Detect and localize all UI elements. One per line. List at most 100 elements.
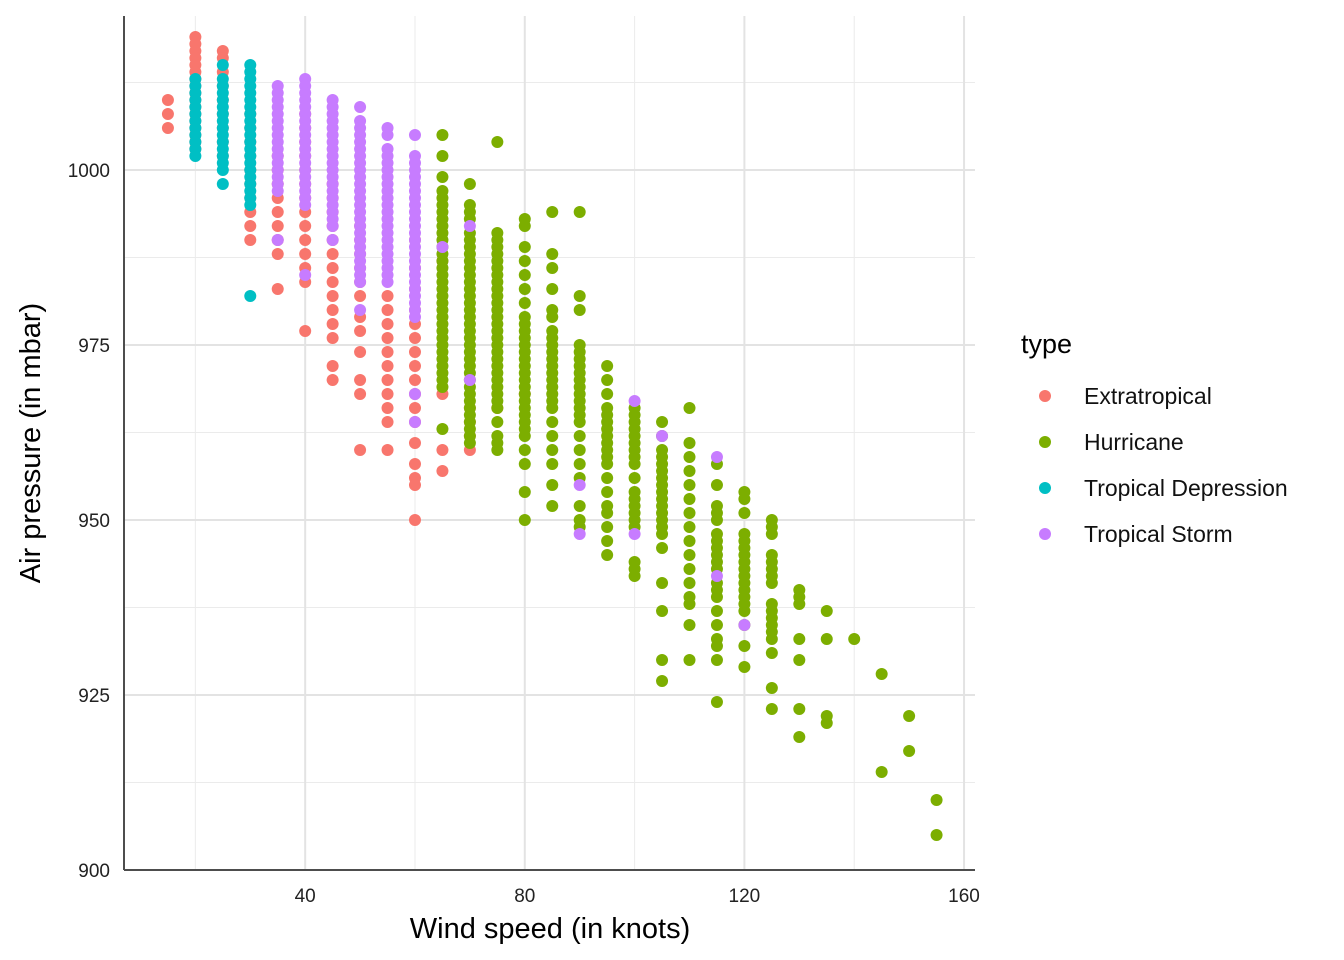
- legend-title: type: [1021, 329, 1072, 359]
- point-hurricane: [491, 444, 504, 456]
- legend-label-tropical-depression: Tropical Depression: [1084, 475, 1288, 501]
- point-hurricane: [436, 381, 449, 393]
- point-tropical-depression: [244, 290, 257, 302]
- point-hurricane: [683, 654, 696, 666]
- point-hurricane: [463, 437, 476, 449]
- legend-key-extratropical: [1039, 390, 1051, 402]
- point-hurricane: [820, 633, 833, 645]
- point-hurricane: [793, 654, 806, 666]
- point-hurricane: [573, 500, 586, 512]
- legend-key-tropical-depression: [1039, 482, 1051, 494]
- point-tropical-storm: [573, 479, 586, 491]
- point-extratropical: [408, 458, 421, 470]
- point-hurricane: [875, 766, 888, 778]
- point-hurricane: [710, 640, 723, 652]
- point-tropical-storm: [381, 129, 394, 141]
- x-tick-label: 80: [514, 886, 535, 907]
- point-hurricane: [518, 458, 531, 470]
- point-tropical-storm: [408, 416, 421, 428]
- point-tropical-storm: [271, 234, 284, 246]
- point-hurricane: [436, 171, 449, 183]
- point-hurricane: [738, 661, 751, 673]
- point-hurricane: [656, 528, 669, 540]
- point-tropical-storm: [299, 199, 312, 211]
- point-extratropical: [408, 479, 421, 491]
- y-tick-label: 950: [78, 511, 110, 532]
- point-hurricane: [436, 423, 449, 435]
- point-hurricane: [518, 283, 531, 295]
- point-extratropical: [244, 234, 257, 246]
- point-extratropical: [299, 220, 312, 232]
- point-hurricane: [546, 458, 559, 470]
- point-extratropical: [354, 325, 367, 337]
- point-extratropical: [381, 346, 394, 358]
- point-hurricane: [601, 521, 614, 533]
- point-extratropical: [381, 444, 394, 456]
- point-hurricane: [738, 507, 751, 519]
- point-tropical-storm: [354, 101, 367, 113]
- point-hurricane: [518, 297, 531, 309]
- point-extratropical: [271, 283, 284, 295]
- point-hurricane: [930, 794, 943, 806]
- point-hurricane: [546, 206, 559, 218]
- x-tick-label: 120: [729, 886, 761, 907]
- point-tropical-storm: [408, 129, 421, 141]
- point-hurricane: [656, 542, 669, 554]
- point-hurricane: [463, 178, 476, 190]
- point-tropical-storm: [326, 220, 339, 232]
- point-hurricane: [683, 535, 696, 547]
- point-tropical-depression: [216, 164, 229, 176]
- point-hurricane: [848, 633, 861, 645]
- point-hurricane: [601, 486, 614, 498]
- point-extratropical: [408, 402, 421, 414]
- point-hurricane: [656, 675, 669, 687]
- point-tropical-depression: [216, 178, 229, 190]
- point-hurricane: [436, 129, 449, 141]
- point-tropical-storm: [463, 374, 476, 386]
- point-tropical-storm: [656, 430, 669, 442]
- x-axis-title: Wind speed (in knots): [410, 913, 690, 945]
- point-extratropical: [299, 234, 312, 246]
- y-axis-title: Air pressure (in mbar): [15, 303, 47, 583]
- point-extratropical: [381, 360, 394, 372]
- point-hurricane: [710, 514, 723, 526]
- point-tropical-storm: [628, 395, 641, 407]
- y-tick-label: 925: [78, 686, 110, 707]
- point-hurricane: [573, 444, 586, 456]
- point-hurricane: [683, 598, 696, 610]
- point-hurricane: [573, 206, 586, 218]
- point-extratropical: [271, 220, 284, 232]
- point-hurricane: [765, 682, 778, 694]
- point-extratropical: [326, 374, 339, 386]
- point-hurricane: [628, 458, 641, 470]
- point-extratropical: [161, 94, 174, 106]
- point-hurricane: [710, 654, 723, 666]
- point-extratropical: [161, 108, 174, 120]
- point-hurricane: [546, 248, 559, 260]
- point-hurricane: [628, 472, 641, 484]
- point-hurricane: [656, 577, 669, 589]
- data-points: [161, 31, 943, 841]
- point-extratropical: [354, 388, 367, 400]
- point-hurricane: [518, 220, 531, 232]
- point-extratropical: [408, 514, 421, 526]
- point-tropical-storm: [710, 451, 723, 463]
- point-hurricane: [683, 549, 696, 561]
- point-extratropical: [381, 318, 394, 330]
- point-extratropical: [408, 346, 421, 358]
- point-hurricane: [656, 416, 669, 428]
- point-hurricane: [546, 283, 559, 295]
- x-tick-label: 160: [948, 886, 980, 907]
- point-hurricane: [710, 591, 723, 603]
- point-hurricane: [683, 479, 696, 491]
- point-hurricane: [683, 437, 696, 449]
- point-hurricane: [683, 507, 696, 519]
- point-extratropical: [408, 360, 421, 372]
- point-hurricane: [710, 479, 723, 491]
- point-tropical-storm: [354, 276, 367, 288]
- point-hurricane: [546, 262, 559, 274]
- tick-labels: 40 80 120 160 900 925 950 975 1000: [68, 161, 980, 907]
- point-extratropical: [326, 332, 339, 344]
- point-extratropical: [408, 437, 421, 449]
- point-hurricane: [683, 619, 696, 631]
